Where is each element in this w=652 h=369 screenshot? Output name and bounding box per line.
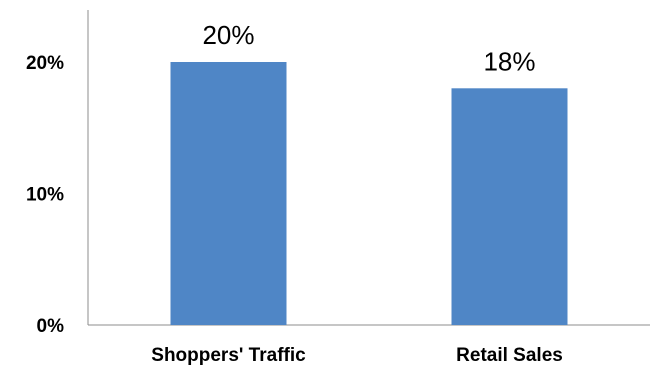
category-label: Shoppers' Traffic	[151, 345, 306, 366]
y-tick-labels: 0% 10% 20%	[26, 53, 64, 337]
category-labels: Shoppers' Traffic Retail Sales	[151, 345, 563, 366]
bar	[451, 88, 568, 325]
category-label: Retail Sales	[456, 345, 563, 366]
y-tick-label: 0%	[37, 316, 65, 337]
data-label: 20%	[202, 20, 254, 50]
bar	[170, 62, 287, 325]
data-labels: 20% 18%	[202, 20, 535, 76]
data-label: 18%	[483, 46, 535, 76]
bars	[170, 62, 568, 325]
y-tick-label: 10%	[26, 185, 64, 206]
y-tick-label: 20%	[26, 53, 64, 74]
